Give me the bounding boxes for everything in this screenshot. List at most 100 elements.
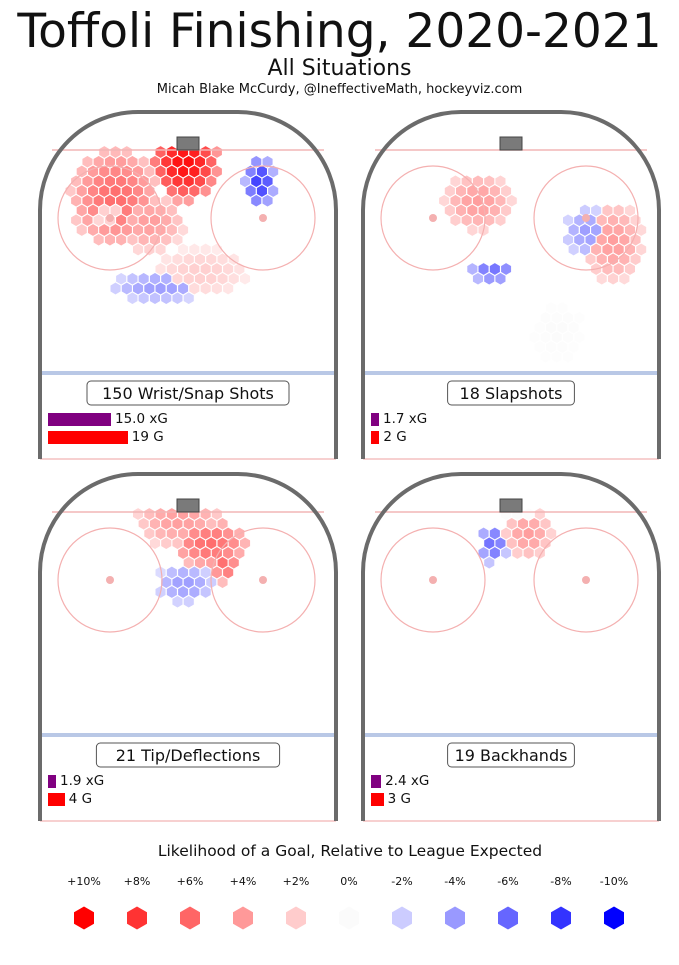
shot-hex	[177, 281, 189, 296]
rink-boards	[38, 472, 338, 821]
shot-hex	[160, 291, 172, 305]
shot-hex	[149, 536, 161, 550]
shot-hex	[109, 223, 122, 237]
shot-hex	[98, 164, 110, 179]
shot-hex	[579, 223, 591, 237]
shot-hex	[483, 272, 495, 286]
shot-hex	[466, 223, 479, 237]
shot-hex	[444, 203, 456, 218]
shot-hex	[222, 281, 234, 296]
shot-hex	[143, 164, 155, 179]
shot-hex	[109, 281, 122, 296]
shot-hex	[200, 507, 212, 521]
shot-hex	[489, 262, 501, 276]
shot-hex	[160, 155, 172, 169]
shot-hex	[138, 233, 150, 247]
shot-hex	[573, 233, 585, 247]
shot-hex	[171, 575, 184, 589]
shot-hex	[460, 213, 473, 227]
shot-hex	[166, 184, 178, 198]
shot-hex	[216, 536, 229, 550]
shot-hex	[132, 507, 144, 521]
shot-hex	[250, 194, 262, 208]
shot-hex	[205, 155, 217, 169]
shot-hex	[143, 203, 155, 218]
shot-hex	[267, 184, 279, 198]
shot-hex	[132, 223, 144, 237]
rink-panel-2: 18 Slapshots	[361, 110, 661, 460]
shot-hex	[160, 575, 172, 589]
shot-hex	[126, 155, 139, 169]
shot-hex	[132, 184, 144, 198]
shot-hex	[104, 233, 116, 247]
shot-hex	[261, 194, 274, 208]
shot-hex	[143, 507, 155, 521]
legend-hex	[551, 906, 571, 930]
xg-value: 15.0 xG	[115, 411, 168, 427]
shot-hex	[205, 517, 217, 531]
shot-hex	[460, 174, 473, 188]
legend-label: -2%	[391, 875, 413, 888]
shot-hex	[483, 174, 495, 188]
shot-hex	[93, 233, 105, 247]
shot-hex	[154, 281, 167, 296]
legend-hex	[180, 906, 200, 930]
shot-hex	[132, 164, 144, 179]
shot-hex	[87, 223, 99, 237]
shot-hex	[528, 536, 540, 550]
xg-value: 1.7 xG	[383, 411, 428, 427]
shot-hex	[188, 184, 200, 198]
shot-hex	[545, 526, 557, 541]
faceoff-dot	[259, 214, 267, 222]
shot-hex	[171, 213, 184, 227]
shot-hex	[551, 311, 563, 325]
shot-hex	[228, 272, 240, 286]
shot-hex	[567, 223, 580, 237]
shot-hex	[233, 546, 245, 560]
shot-hex	[556, 340, 569, 354]
goals-value: 19 G	[131, 429, 164, 445]
shot-hex	[444, 184, 456, 198]
shot-hex	[132, 242, 144, 257]
xg-bar	[371, 413, 379, 426]
shot-hex	[160, 536, 172, 550]
faceoff-dot	[259, 576, 267, 584]
shot-hex	[222, 262, 234, 276]
shot-hex	[143, 223, 155, 237]
shot-hex	[228, 536, 240, 550]
shot-hex	[596, 272, 608, 286]
shot-hex	[556, 320, 569, 335]
shot-hex	[517, 536, 529, 550]
shot-hex	[245, 184, 257, 198]
shot-hex	[183, 595, 195, 609]
shot-hex	[534, 320, 546, 335]
shot-hex	[607, 272, 619, 286]
legend-hex	[127, 906, 147, 930]
shot-hex	[200, 585, 212, 599]
shot-hex	[584, 233, 597, 247]
shot-hex	[607, 213, 619, 227]
shot-hex	[177, 526, 189, 541]
shot-hex	[222, 546, 234, 560]
shot-hex	[138, 194, 150, 208]
shot-hex	[200, 184, 212, 198]
shot-hex	[166, 585, 178, 599]
faceoff-dot	[429, 214, 437, 222]
shot-hex	[573, 330, 585, 344]
shot-hex	[171, 291, 184, 305]
shot-hex	[98, 145, 110, 159]
legend-swatches	[74, 906, 624, 930]
shot-hex	[500, 184, 512, 198]
shot-hex	[70, 194, 82, 208]
shot-hex-layer	[477, 507, 557, 570]
shot-hex	[104, 194, 116, 208]
shot-hex	[477, 262, 490, 276]
shot-hex	[194, 536, 206, 550]
shot-hex	[205, 272, 217, 286]
shot-hex	[126, 233, 139, 247]
shot-hex	[183, 272, 195, 286]
shot-hex	[477, 526, 490, 541]
shot-hex	[115, 233, 127, 247]
goals-bar	[48, 793, 65, 806]
shot-hex	[506, 517, 518, 531]
